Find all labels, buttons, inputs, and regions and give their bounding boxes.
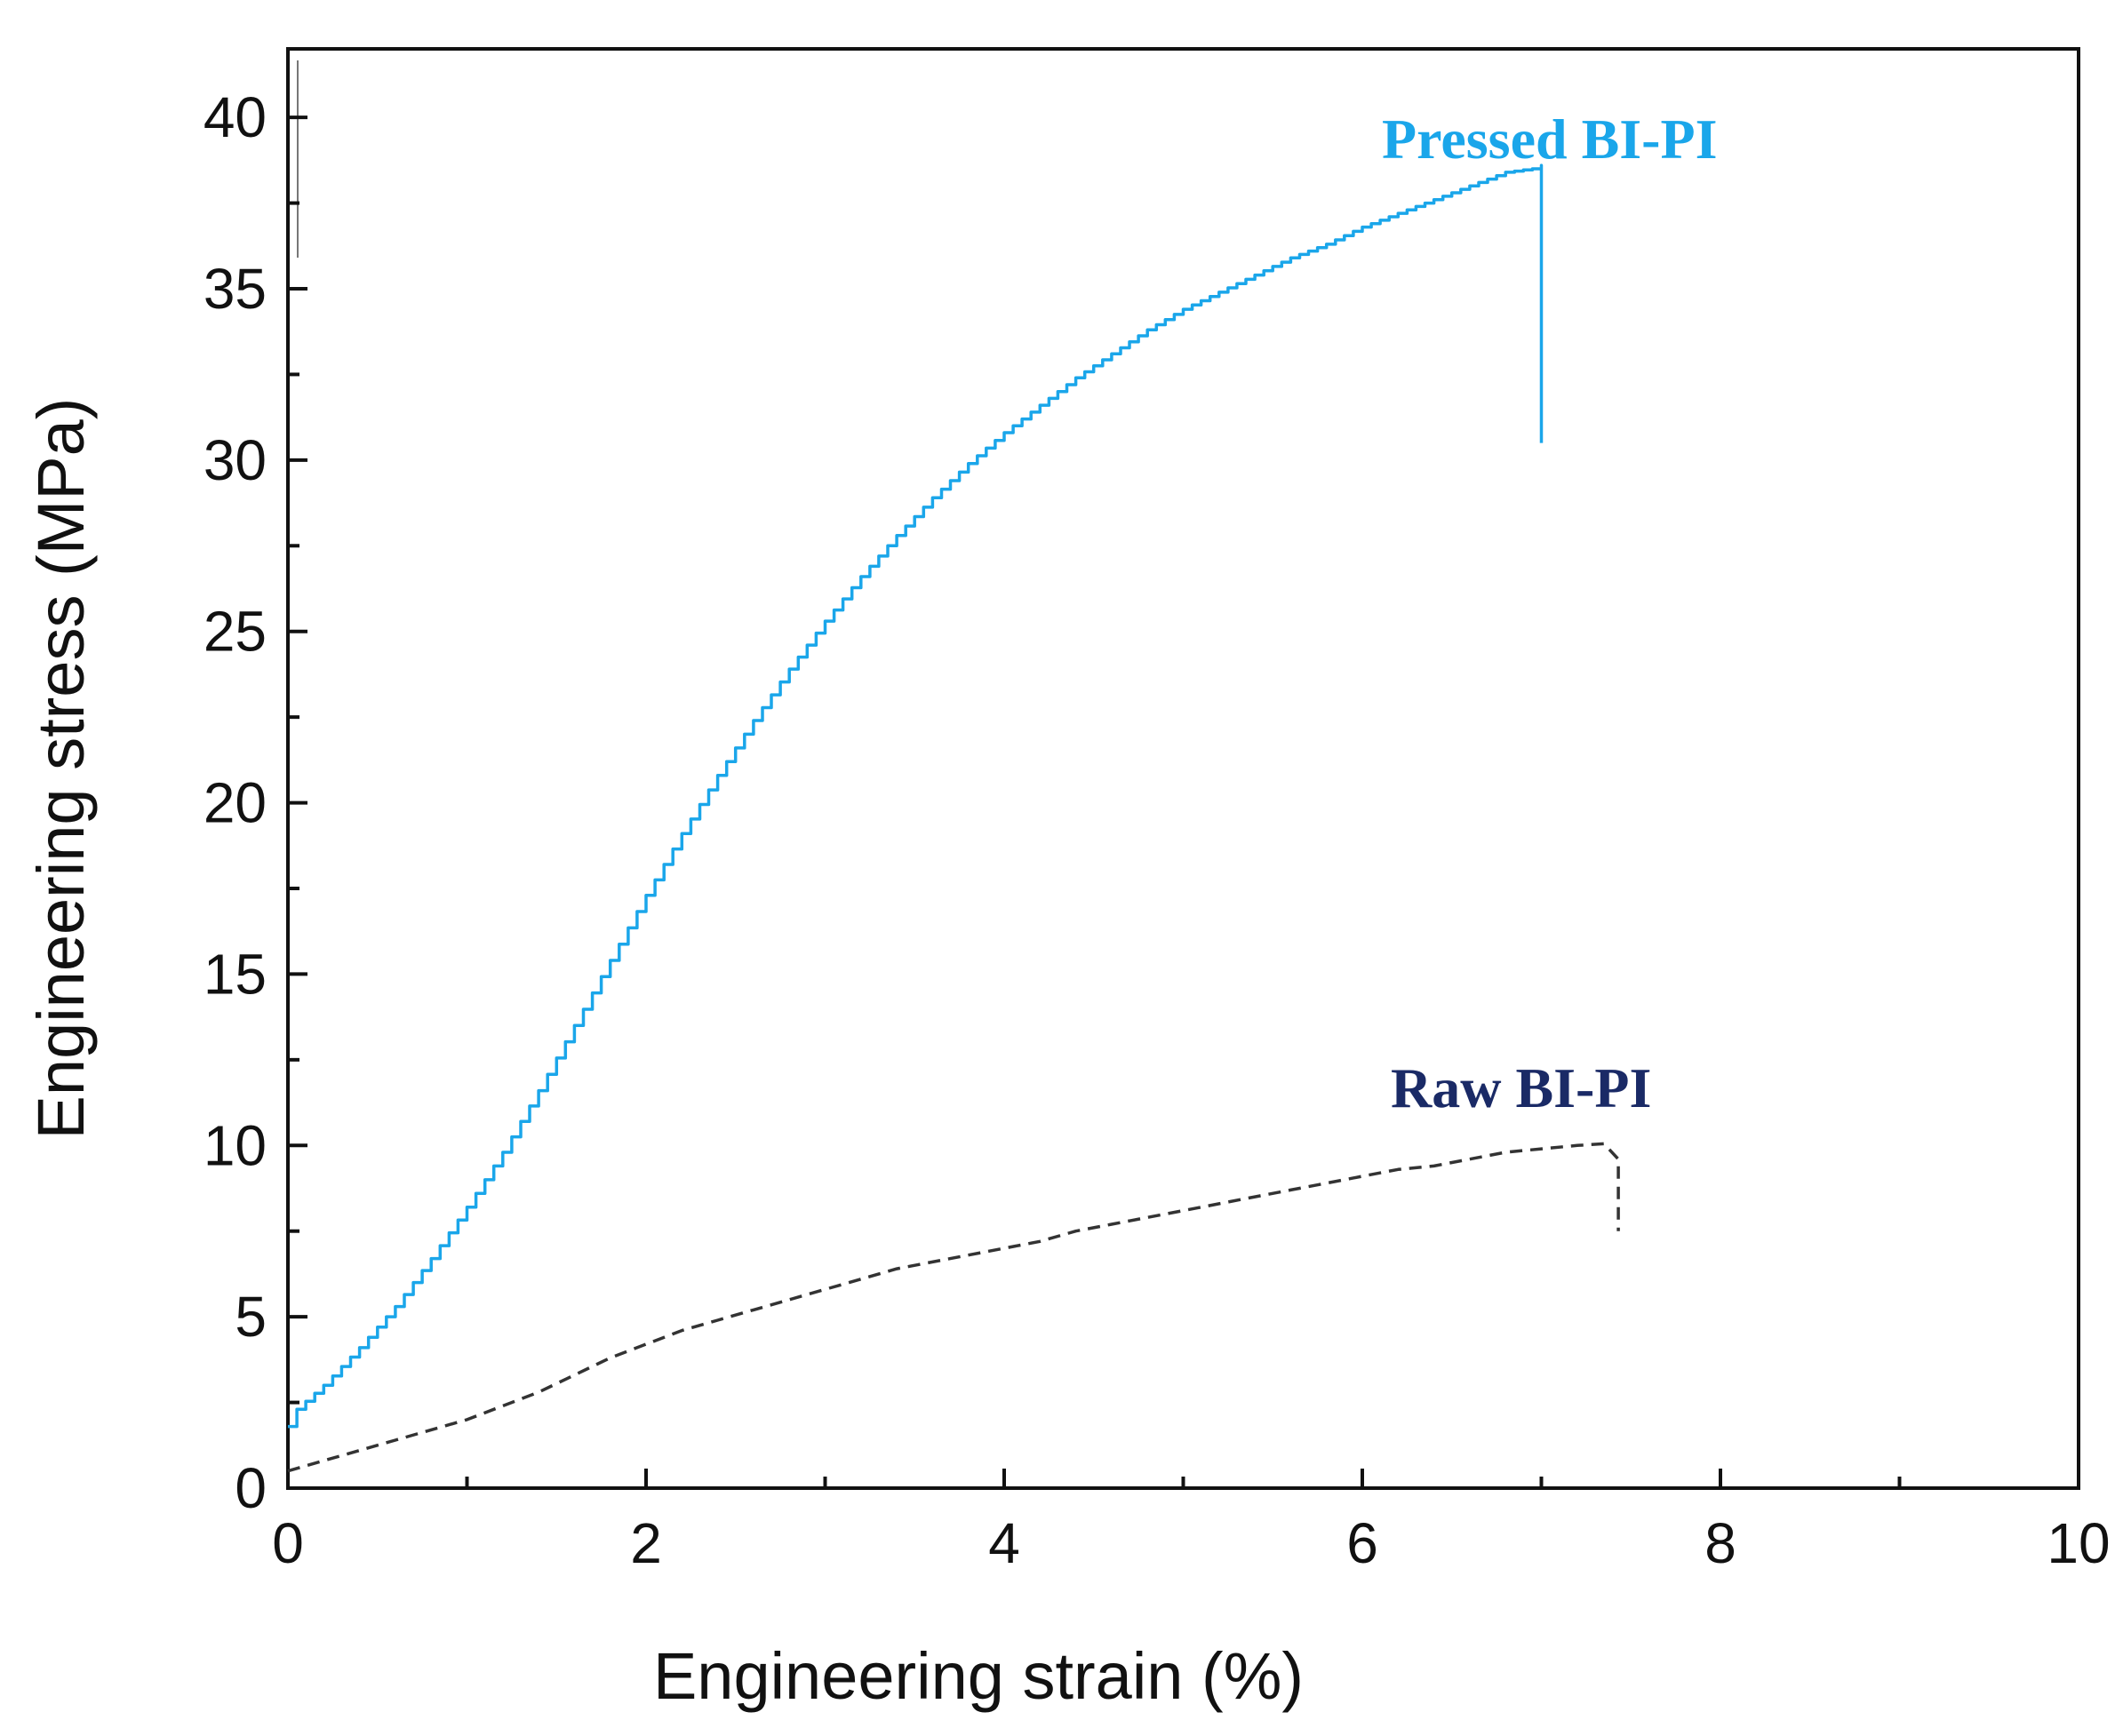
y-axis-title: Engineering stress (MPa) — [24, 398, 98, 1140]
y-tick-label: 25 — [204, 600, 267, 664]
y-tick-label: 5 — [235, 1285, 267, 1349]
y-tick-label: 0 — [235, 1456, 267, 1520]
x-tick-label: 6 — [1346, 1511, 1378, 1575]
y-tick-label: 20 — [204, 771, 267, 835]
y-tick-label: 35 — [204, 257, 267, 321]
x-tick-label: 8 — [1704, 1511, 1736, 1575]
pressed-series-label: Pressed BI-PI — [1382, 108, 1717, 171]
y-tick-label: 30 — [204, 428, 267, 492]
y-tick-label: 10 — [204, 1113, 267, 1177]
x-tick-label: 0 — [272, 1511, 304, 1575]
series-layer — [287, 163, 1620, 1473]
x-axis-ticks: 0 2 4 6 8 10 — [272, 1469, 2111, 1575]
pressed-bi-pi-curve — [288, 163, 1544, 1429]
y-axis-ticks: 0 5 10 15 20 25 30 35 40 — [204, 85, 307, 1520]
x-axis-title: Engineering strain (%) — [653, 1639, 1304, 1713]
y-tick-label: 40 — [204, 85, 267, 149]
y-tick-label: 15 — [204, 942, 267, 1006]
raw-bi-pi-curve — [287, 1142, 1620, 1473]
raw-series-label: Raw BI-PI — [1391, 1056, 1651, 1119]
x-tick-label: 4 — [988, 1511, 1020, 1575]
x-tick-label: 2 — [630, 1511, 662, 1575]
x-tick-label: 10 — [2047, 1511, 2110, 1575]
plot-frame — [286, 47, 2080, 1490]
